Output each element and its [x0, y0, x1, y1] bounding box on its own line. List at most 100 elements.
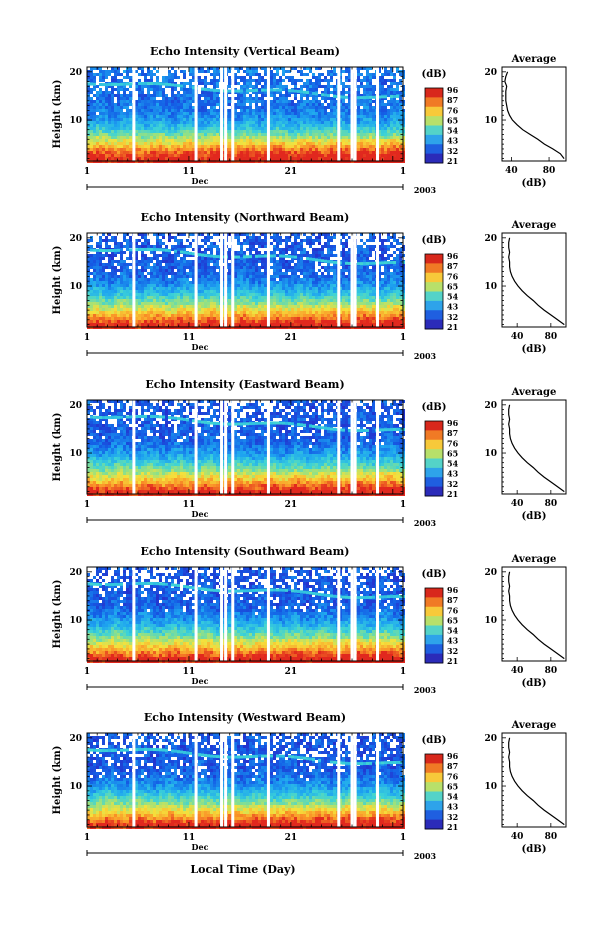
heatmap-cell [207, 245, 210, 248]
heatmap-cell [156, 106, 159, 109]
heatmap-cell [117, 130, 120, 133]
heatmap-cell [363, 130, 366, 133]
heatmap-cell [105, 148, 108, 151]
heatmap-cell [372, 248, 375, 251]
heatmap-cell [192, 139, 195, 142]
heatmap-cell [294, 236, 297, 239]
heatmap-cell [291, 281, 294, 284]
heatmap-cell [165, 136, 168, 139]
heatmap-cell [93, 287, 96, 290]
heatmap-cell [147, 100, 150, 103]
heatmap-cell [162, 272, 165, 275]
heatmap-cell [294, 245, 297, 248]
heatmap-cell [255, 239, 258, 242]
heatmap-cell [240, 118, 243, 121]
heatmap-cell [186, 124, 189, 127]
heatmap-cell [120, 257, 123, 260]
heatmap-cell [216, 284, 219, 287]
heatmap-cell [207, 236, 210, 239]
heatmap-cell [135, 88, 138, 91]
heatmap-cell [393, 148, 396, 151]
heatmap-cell [387, 100, 390, 103]
heatmap-cell [243, 112, 246, 115]
heatmap-cell [228, 142, 231, 145]
heatmap-cell [270, 79, 273, 82]
heatmap-cell [273, 236, 276, 239]
heatmap-cell [327, 257, 330, 260]
heatmap-cell [123, 121, 126, 124]
heatmap-cell [297, 269, 300, 272]
heatmap-cell [204, 82, 207, 85]
heatmap-cell [228, 251, 231, 254]
heatmap-cell [213, 70, 216, 73]
heatmap-cell [318, 121, 321, 124]
heatmap-cell [372, 130, 375, 133]
band-cell [234, 90, 237, 93]
heatmap-cell [138, 100, 141, 103]
heatmap-cell [93, 79, 96, 82]
heatmap-cell [180, 142, 183, 145]
heatmap-cell [96, 284, 99, 287]
heatmap-cell [345, 242, 348, 245]
heatmap-cell [156, 148, 159, 151]
band-cell [306, 91, 309, 94]
heatmap-cell [204, 115, 207, 118]
heatmap-cell [393, 91, 396, 94]
heatmap-cell [150, 260, 153, 263]
heatmap-cell [201, 109, 204, 112]
heatmap-cell [171, 76, 174, 79]
heatmap-cell [138, 73, 141, 76]
heatmap-cell [309, 106, 312, 109]
heatmap-cell [123, 269, 126, 272]
heatmap-cell [117, 245, 120, 248]
heatmap-cell [213, 287, 216, 290]
heatmap-cell [240, 257, 243, 260]
heatmap-cell [252, 73, 255, 76]
heatmap-cell [252, 148, 255, 151]
heatmap-cell [183, 157, 186, 160]
heatmap-cell [129, 109, 132, 112]
heatmap-cell [102, 266, 105, 269]
heatmap-cell [147, 278, 150, 281]
heatmap-cell [306, 136, 309, 139]
heatmap-cell [153, 88, 156, 91]
heatmap-cell [216, 266, 219, 269]
heatmap-cell [309, 239, 312, 242]
heatmap-cell [366, 121, 369, 124]
heatmap-cell [309, 287, 312, 290]
heatmap-cell [264, 85, 267, 88]
heatmap-cell [207, 248, 210, 251]
heatmap-cell [177, 133, 180, 136]
heatmap-cell [144, 239, 147, 242]
heatmap-cell [270, 139, 273, 142]
heatmap-cell [108, 100, 111, 103]
heatmap-cell [204, 287, 207, 290]
heatmap-cell [297, 145, 300, 148]
heatmap-cell [135, 242, 138, 245]
heatmap-cell [210, 287, 213, 290]
heatmap-cell [288, 281, 291, 284]
heatmap-cell [96, 266, 99, 269]
heatmap-cell [180, 245, 183, 248]
heatmap-cell [159, 139, 162, 142]
heatmap-cell [138, 260, 141, 263]
heatmap-cell [279, 109, 282, 112]
heatmap-cell [396, 260, 399, 263]
heatmap-cell [141, 142, 144, 145]
heatmap-cell [90, 239, 93, 242]
heatmap-cell [150, 257, 153, 260]
heatmap-cell [315, 239, 318, 242]
heatmap-cell [345, 266, 348, 269]
heatmap-cell [252, 272, 255, 275]
heatmap-cell [369, 88, 372, 91]
heatmap-cell [138, 136, 141, 139]
heatmap-cell [396, 269, 399, 272]
heatmap-cell [111, 136, 114, 139]
heatmap-cell [276, 284, 279, 287]
heatmap-cell [357, 275, 360, 278]
heatmap-cell [237, 290, 240, 293]
heatmap-cell [99, 148, 102, 151]
heatmap-cell [294, 145, 297, 148]
heatmap-cell [372, 151, 375, 154]
heatmap-cell [270, 136, 273, 139]
